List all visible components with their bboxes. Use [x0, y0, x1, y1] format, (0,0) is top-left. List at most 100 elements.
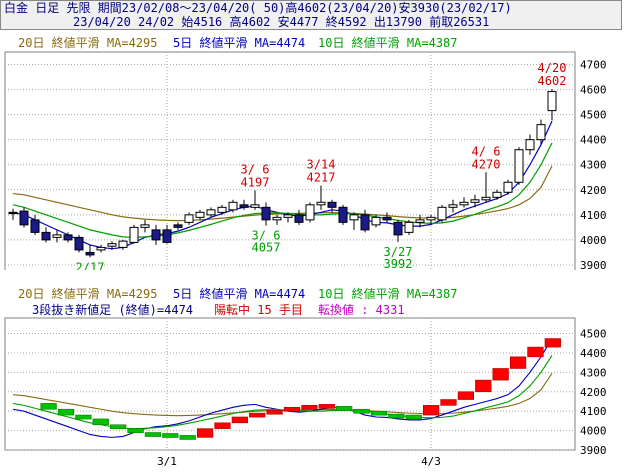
candle-body [382, 216, 392, 221]
header-line-1: 白金 日足 先限 期間23/02/08～23/04/20( 50)高4602(2… [4, 1, 512, 15]
candle-body [41, 231, 51, 241]
candle-body [195, 211, 205, 218]
legend-ma5: 5日 終値平滑 MA=4474 [173, 35, 305, 50]
candle-body [19, 210, 29, 226]
y-tick-label: 4100 [580, 209, 607, 222]
price-block [144, 432, 162, 437]
ma-line-2 [12, 142, 553, 238]
y-tick-label: 4300 [580, 159, 607, 172]
y-tick-label: 4500 [580, 109, 607, 122]
candle-body [316, 201, 326, 206]
chart-header: 白金 日足 先限 期間23/02/08～23/04/20( 50)高4602(2… [0, 0, 622, 30]
y-tick-label: 4100 [580, 405, 607, 418]
new-price-panel: 20日 終値平滑 MA=4295 5日 終値平滑 MA=4474 10日 終値平… [4, 286, 607, 468]
y-tick-label: 4400 [580, 134, 607, 147]
candle-body [294, 214, 304, 223]
candle-body [470, 199, 480, 203]
annotation-value: 4270 [472, 157, 501, 171]
candle-body [140, 224, 150, 228]
price-block [405, 414, 422, 420]
y-tick-label: 4300 [580, 366, 607, 379]
price-block [336, 406, 353, 411]
legend-ma10: 10日 終値平滑 MA=4387 [318, 35, 457, 50]
annotation-value: 4602 [538, 74, 567, 88]
price-block [162, 433, 179, 438]
candle-body [305, 204, 315, 221]
price-block [127, 428, 144, 433]
candle-body [217, 206, 227, 213]
price-block [214, 422, 231, 429]
header-line-2: 23/04/20 24/02 始4516 高4602 安4477 終4592 出… [73, 15, 490, 29]
price-block [283, 406, 301, 412]
price-block [301, 405, 318, 410]
annotation-value: 4217 [307, 171, 336, 185]
y-tick-label: 4200 [580, 184, 607, 197]
price-block [92, 418, 109, 426]
x-tick-label: 3/1 [157, 455, 177, 468]
candle-body [360, 214, 370, 231]
price-block [475, 379, 492, 393]
candle-body [536, 124, 546, 141]
annotation-date: 3/ 6 [241, 163, 270, 177]
ma-line-1 [12, 120, 553, 250]
price-block [57, 408, 75, 416]
price-block [110, 424, 127, 430]
candle-body [404, 221, 414, 233]
price-block [231, 416, 248, 424]
annotation-value: 4057 [252, 241, 281, 255]
price-block [266, 409, 283, 415]
candle-body [327, 201, 337, 208]
candle-body [459, 201, 469, 206]
price-block [353, 408, 370, 414]
y-tick-label: 4400 [580, 347, 607, 360]
candle-body [74, 236, 84, 251]
candle-body [8, 211, 18, 215]
price-block [422, 405, 440, 416]
candle-body [261, 206, 271, 221]
candle-body [96, 246, 106, 251]
price-block [318, 404, 335, 409]
price-block [527, 346, 544, 358]
candle-body [107, 243, 117, 247]
annotation-value: 3992 [384, 257, 413, 270]
price-block [75, 414, 92, 420]
candle-body [272, 216, 282, 221]
price-block [196, 428, 214, 438]
annotation-date: 3/27 [384, 245, 413, 259]
price-block [40, 403, 57, 410]
price-block [249, 412, 266, 418]
legend-ma10-lower: 10日 終値平滑 MA=4387 [318, 286, 457, 301]
annotation-date: 3/14 [307, 158, 336, 172]
annotation-date: 3/ 6 [252, 229, 281, 243]
candle-body [239, 204, 249, 208]
candle-body [426, 216, 436, 221]
candle-body [503, 181, 513, 193]
candle-body [129, 226, 139, 243]
candle-body [173, 224, 183, 228]
y-tick-label: 3900 [580, 444, 607, 457]
y-tick-label: 4000 [580, 234, 607, 247]
candle-body [151, 229, 161, 241]
candle-body [481, 196, 491, 201]
y-tick-label: 4600 [580, 84, 607, 97]
annotation-date: 4/20 [538, 61, 567, 75]
price-block [492, 368, 509, 381]
candle-body [118, 240, 128, 248]
y-tick-label: 4200 [580, 386, 607, 399]
candle-body [492, 191, 502, 198]
candle-body [162, 229, 172, 243]
candle-body [448, 204, 458, 208]
candle-body [63, 234, 73, 241]
candle-body [349, 214, 359, 221]
y-tick-label: 3900 [580, 259, 607, 270]
x-tick-label: 4/3 [421, 455, 441, 468]
annotation-value: 4197 [241, 176, 270, 190]
turn-value: 転換値 : 4331 [318, 302, 405, 317]
candle-body [547, 91, 557, 112]
trend-status: 陽転中 15 手目 [214, 302, 303, 317]
candle-body [338, 206, 348, 223]
price-block [370, 410, 388, 416]
annotation-date: 4/ 6 [472, 144, 501, 158]
candle-body [514, 149, 524, 183]
candle-body [415, 219, 425, 223]
